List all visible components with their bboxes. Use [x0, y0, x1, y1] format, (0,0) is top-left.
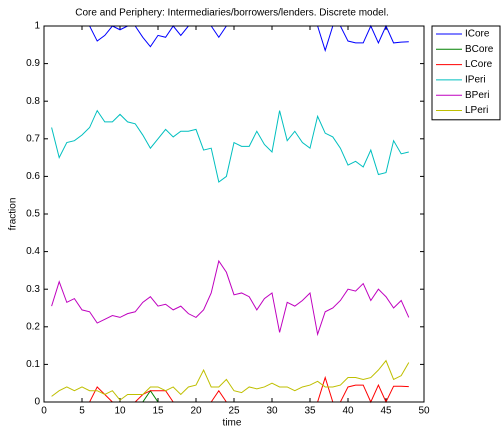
x-tick-label: 15 — [152, 406, 164, 417]
legend-label: LCore — [465, 59, 493, 70]
plot-frame — [43, 25, 425, 403]
series-line — [51, 259, 410, 337]
legend-box — [431, 25, 501, 121]
y-axis-label: fraction — [8, 198, 19, 231]
y-tick-label: 1 — [34, 21, 40, 32]
chart-title: Core and Periphery: Intermediaries/borro… — [75, 8, 388, 19]
y-tick-label: 0.3 — [26, 284, 40, 295]
y-tick-label: 0.4 — [26, 246, 40, 257]
series-line — [51, 359, 410, 401]
x-tick-label: 0 — [41, 406, 47, 417]
y-tick-label: 0 — [34, 397, 40, 408]
y-tick-label: 0.9 — [26, 58, 40, 69]
x-tick-label: 35 — [304, 406, 316, 417]
x-tick-label: 20 — [190, 406, 202, 417]
legend-label: BCore — [465, 44, 494, 55]
x-tick-label: 25 — [228, 406, 240, 417]
x-tick-label: 10 — [114, 406, 126, 417]
y-tick-label: 0.5 — [26, 209, 40, 220]
x-tick-label: 40 — [342, 406, 354, 417]
legend-label: IPeri — [465, 75, 486, 86]
x-tick-label: 5 — [79, 406, 85, 417]
x-tick-label: 45 — [380, 406, 392, 417]
x-tick-label: 50 — [418, 406, 430, 417]
y-tick-label: 0.7 — [26, 133, 40, 144]
legend-label: BPeri — [465, 90, 489, 101]
x-axis-label: time — [223, 418, 242, 429]
y-tick-label: 0.1 — [26, 359, 40, 370]
y-tick-label: 0.2 — [26, 321, 40, 332]
legend-label: ICore — [465, 29, 490, 40]
legend-label: LPeri — [465, 105, 488, 116]
series-line — [51, 109, 409, 183]
x-tick-label: 30 — [266, 406, 278, 417]
y-tick-label: 0.6 — [26, 171, 40, 182]
y-tick-label: 0.8 — [26, 96, 40, 107]
